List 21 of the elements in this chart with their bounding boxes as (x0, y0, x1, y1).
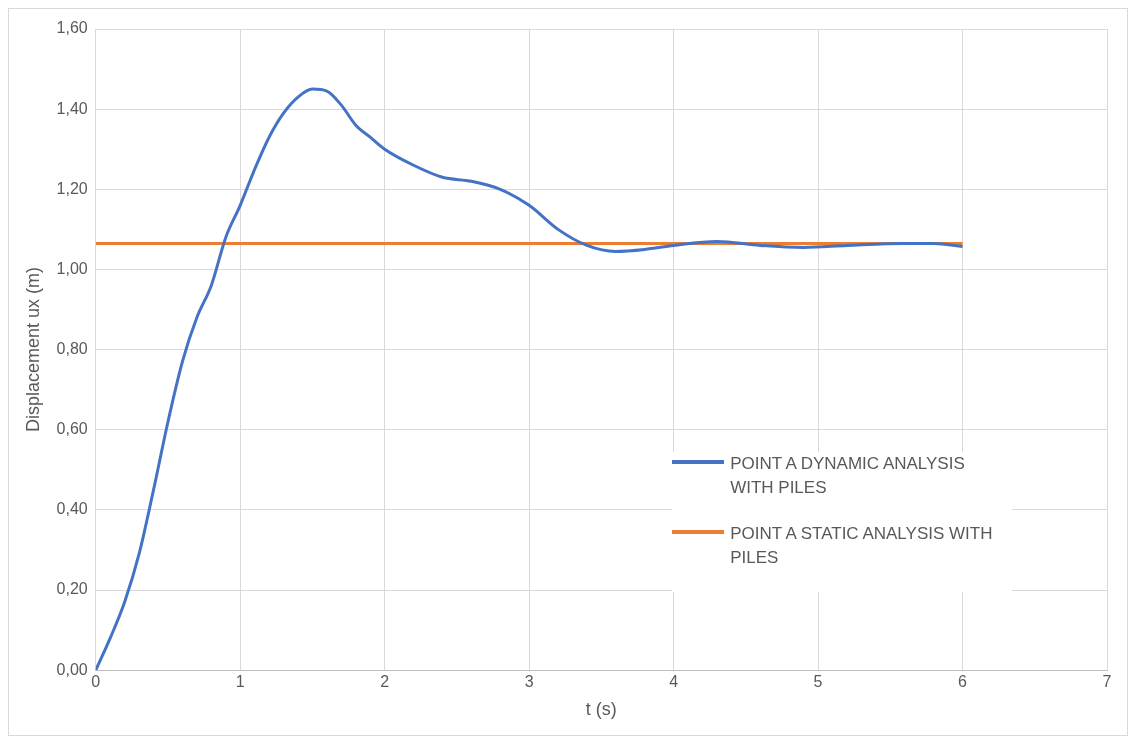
x-tick-label: 1 (235, 673, 245, 691)
y-tick-label: 1,20 (56, 179, 88, 197)
x-tick-label: 7 (1102, 673, 1112, 691)
x-tick-label: 3 (524, 673, 534, 691)
x-tick-label: 0 (91, 673, 101, 691)
y-axis-title: Displacement ux (m) (22, 267, 43, 433)
y-tick-label: 0,60 (56, 420, 88, 438)
y-tick-label: 0,40 (56, 500, 88, 518)
x-tick-label: 2 (380, 673, 390, 691)
y-tick-label: 1,60 (56, 19, 88, 37)
x-tick-label: 5 (813, 673, 823, 691)
x-tick-label: 6 (958, 673, 968, 691)
y-tick-label: 1,00 (56, 259, 88, 277)
legend-label: POINT A DYNAMIC ANALYSIS WITH PILES (730, 453, 966, 500)
legend-label: POINT A STATIC ANALYSIS WITH PILES (730, 523, 994, 570)
y-tick-label: 0,00 (56, 660, 88, 678)
x-tick-label: 4 (669, 673, 679, 691)
y-tick-label: 1,40 (56, 99, 88, 117)
y-tick-label: 0,80 (56, 340, 88, 358)
y-tick-label: 0,20 (56, 580, 88, 598)
x-axis-title: t (s) (585, 699, 617, 720)
